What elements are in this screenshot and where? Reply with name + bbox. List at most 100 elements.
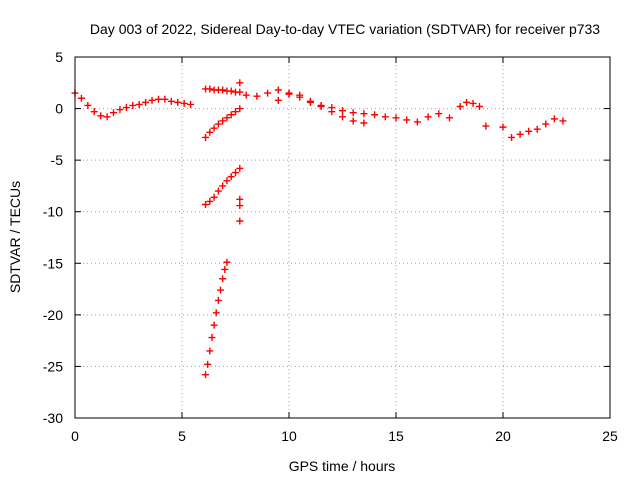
plot-frame: [74, 56, 611, 419]
data-point: [475, 103, 483, 111]
data-point: [339, 113, 346, 121]
data-point: [559, 117, 567, 125]
data-point: [180, 99, 188, 107]
data-point: [217, 286, 225, 294]
data-point: [236, 164, 244, 172]
data-point: [236, 202, 244, 210]
data-point: [328, 108, 336, 116]
x-tick-label: 15: [388, 428, 404, 444]
data-point: [227, 111, 235, 119]
data-point: [210, 321, 218, 329]
data-point: [122, 104, 130, 112]
data-point: [161, 95, 169, 103]
x-tick-label: 25: [602, 428, 618, 444]
data-point: [214, 120, 222, 128]
data-point: [236, 79, 244, 87]
data-point: [135, 100, 143, 108]
data-point: [392, 114, 400, 122]
x-axis-ticks: 0 5 10 15 20 25: [71, 57, 618, 444]
data-point: [223, 177, 231, 185]
data-point: [424, 113, 432, 121]
data-point: [219, 275, 227, 283]
data-point: [435, 110, 443, 118]
data-point: [516, 130, 524, 138]
data-point: [274, 96, 282, 104]
data-point: [371, 111, 379, 119]
data-point: [154, 95, 162, 103]
data-point: [227, 173, 235, 181]
data-point: [413, 118, 421, 126]
series-arc-2: [202, 85, 244, 96]
data-point: [142, 98, 150, 106]
data-point: [202, 133, 210, 141]
series-arc-4: [202, 164, 244, 208]
data-point: [97, 112, 105, 120]
data-point: [214, 187, 222, 195]
y-tick-label: -20: [43, 307, 63, 323]
data-point: [236, 88, 244, 96]
y-axis-ticks: 5 0 -5 -10 -15 -20 -25 -30: [43, 49, 610, 426]
data-point: [221, 265, 229, 273]
data-point: [232, 169, 239, 177]
data-point: [525, 127, 533, 135]
data-point: [232, 108, 239, 116]
series-outliers: [236, 79, 244, 225]
series-arc-5: [202, 258, 231, 379]
data-point: [129, 101, 137, 109]
data-point: [227, 87, 235, 95]
data-point: [463, 98, 471, 106]
y-tick-label: -30: [43, 410, 63, 426]
chart-title: Day 003 of 2022, Sidereal Day-to-day VTE…: [90, 21, 600, 37]
data-point: [360, 110, 368, 118]
series-arc-7: [274, 90, 368, 127]
data-point: [223, 258, 231, 266]
x-tick-label: 0: [71, 428, 79, 444]
data-point: [339, 107, 346, 115]
data-point: [482, 122, 490, 130]
data-point: [533, 125, 541, 133]
data-point: [212, 309, 220, 317]
data-point: [214, 296, 222, 304]
data-point: [77, 94, 85, 102]
data-point: [349, 109, 357, 117]
data-point: [403, 116, 411, 124]
data-point: [110, 109, 118, 117]
data-point: [206, 85, 214, 93]
data-point: [499, 123, 507, 131]
data-point: [210, 193, 218, 201]
y-tick-label: -5: [51, 152, 64, 168]
series-arc-1: [71, 89, 195, 121]
data-point: [90, 108, 98, 116]
data-point: [274, 86, 282, 94]
data-point: [285, 90, 293, 98]
data-point: [206, 197, 214, 205]
series-arc-6: [242, 86, 421, 126]
data-point: [84, 101, 92, 109]
data-point: [264, 89, 272, 97]
x-axis-label: GPS time / hours: [289, 458, 396, 474]
series-arc-3: [202, 105, 244, 141]
data-point: [202, 200, 210, 208]
data-point: [206, 347, 214, 355]
data-point: [360, 119, 368, 127]
data-point: [296, 91, 304, 99]
data-point: [236, 105, 244, 113]
series-arc-9: [499, 115, 567, 141]
x-tick-label: 5: [178, 428, 186, 444]
y-tick-label: -25: [43, 358, 63, 374]
data-point: [349, 117, 357, 125]
data-point: [456, 103, 464, 111]
data-point: [253, 92, 261, 100]
x-tick-label: 20: [495, 428, 511, 444]
data-points: [71, 79, 567, 379]
series-arc-8: [424, 98, 490, 130]
data-point: [103, 113, 111, 121]
data-point: [219, 182, 227, 190]
y-axis-label: SDTVAR / TECUs: [7, 181, 23, 293]
data-point: [317, 103, 325, 111]
data-point: [219, 86, 227, 94]
y-tick-label: 5: [55, 49, 63, 65]
data-point: [508, 133, 516, 141]
data-point: [381, 113, 389, 121]
